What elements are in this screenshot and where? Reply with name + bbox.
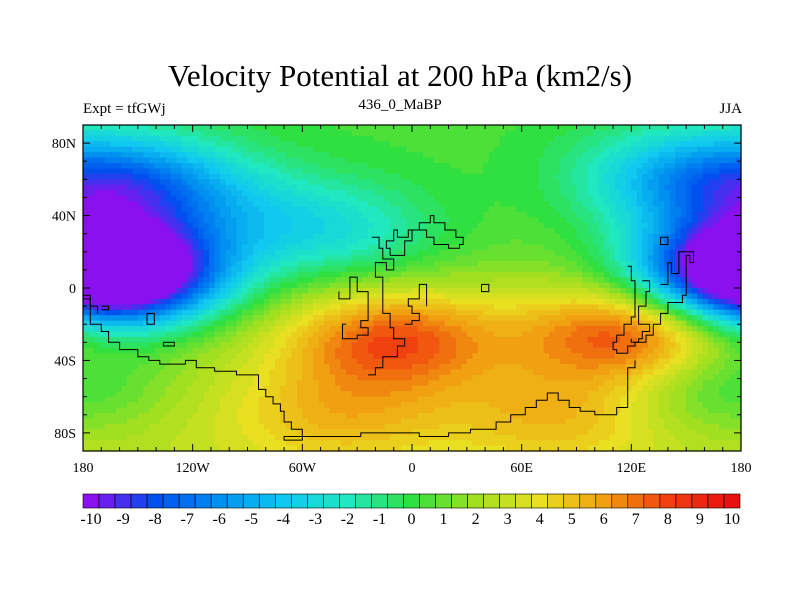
colorbar-label: 9 (696, 511, 704, 528)
colorbar-box (82, 493, 100, 509)
colorbar-label: -5 (245, 511, 258, 528)
coastlines (83, 215, 694, 441)
colorbar-box (547, 493, 565, 509)
colorbar-box (339, 493, 356, 509)
colorbar-box (98, 493, 116, 509)
colorbar-box (371, 493, 388, 509)
colorbar-label: -9 (116, 511, 129, 528)
x-tick-label: 0 (409, 461, 416, 476)
colorbar-box (291, 493, 308, 509)
colorbar-box (643, 493, 661, 509)
colorbar-label: 8 (664, 511, 672, 528)
colorbar-box (403, 493, 420, 509)
colorbar-box (162, 493, 180, 509)
colorbar-label: 7 (632, 511, 640, 528)
coastline-pacific-islands (660, 251, 687, 285)
coastline-small-islet (162, 341, 175, 347)
colorbar-label: 3 (504, 511, 512, 528)
axis-ticks (82, 124, 742, 452)
colorbar-box (467, 493, 484, 509)
colorbar-label: 5 (568, 511, 576, 528)
colorbar-box (210, 493, 228, 509)
coastline-mid-atlantic (368, 236, 406, 376)
colorbar-box (691, 493, 709, 509)
y-tick-label: 80N (52, 137, 76, 152)
x-tick-label: 180 (731, 461, 752, 476)
coastline-africa (338, 276, 369, 340)
colorbar-box (194, 493, 212, 509)
colorbar-label: -10 (80, 511, 101, 528)
experiment-label: Expt = tfGWj (83, 101, 166, 117)
x-tick-label: 180 (73, 461, 94, 476)
colorbar-box (659, 493, 677, 509)
coastline-caribbean-islet (146, 312, 155, 325)
colorbar (82, 493, 741, 509)
field-shading (83, 125, 742, 452)
colorbar-box (611, 493, 629, 509)
colorbar-box (419, 493, 436, 509)
coastline-east-asia (660, 236, 669, 245)
case-label: 436_0_MaBP (358, 97, 442, 113)
colorbar-box (675, 493, 693, 509)
colorbar-box (146, 493, 164, 509)
colorbar-box (435, 493, 452, 509)
colorbar-box (563, 493, 581, 509)
colorbar-box (531, 493, 548, 509)
colorbar-label: -7 (181, 511, 194, 528)
colorbar-box (178, 493, 196, 509)
coastline-indian-ocean-island (481, 283, 490, 293)
colorbar-label: 6 (600, 511, 608, 528)
y-tick-label: 40S (54, 354, 76, 369)
x-tick-label: 120W (176, 461, 211, 476)
coastline-west-pacific-islet (101, 305, 110, 311)
colorbar-box (595, 493, 613, 509)
colorbar-box (307, 493, 324, 509)
colorbar-label: -8 (148, 511, 161, 528)
colorbar-label: 1 (440, 511, 448, 528)
coastline-asia (612, 251, 694, 354)
coastline-americas-west (83, 298, 99, 314)
colorbar-label: 10 (724, 511, 740, 528)
x-tick-label: 120E (617, 461, 647, 476)
colorbar-label: -4 (277, 511, 290, 528)
y-tick-label: 80S (54, 427, 76, 442)
colorbar-box (242, 493, 260, 509)
colorbar-label: -2 (341, 511, 354, 528)
season-label: JJA (719, 101, 742, 117)
colorbar-box (515, 493, 532, 509)
y-tick-label: 0 (69, 282, 76, 297)
colorbar-box (274, 493, 292, 509)
colorbar-box (499, 493, 516, 509)
colorbar-box (323, 493, 340, 509)
coastline-north-africa (404, 283, 428, 325)
colorbar-label: -3 (309, 511, 322, 528)
coastline-europe (385, 215, 464, 256)
colorbar-label: 4 (536, 511, 544, 528)
colorbar-box (723, 493, 741, 509)
colorbar-label: -1 (373, 511, 386, 528)
x-tick-label: 60W (289, 461, 317, 476)
colorbar-box (114, 493, 132, 509)
colorbar-box (130, 493, 148, 509)
coastline-southeast-asia (630, 280, 651, 343)
chart-title: Velocity Potential at 200 hPa (km2/s) (167, 58, 633, 93)
colorbar-label: 2 (472, 511, 480, 528)
coastline-south-america-antarctica (83, 294, 636, 441)
colorbar-box (707, 493, 725, 509)
colorbar-label: -6 (213, 511, 226, 528)
colorbar-box (387, 493, 404, 509)
y-tick-label: 40N (52, 210, 76, 225)
colorbar-box (627, 493, 645, 509)
x-tick-label: 60E (510, 461, 533, 476)
colorbar-box (579, 493, 597, 509)
colorbar-box (451, 493, 468, 509)
colorbar-box (258, 493, 276, 509)
colorbar-box (483, 493, 500, 509)
colorbar-label: 0 (408, 511, 416, 528)
colorbar-box (355, 493, 372, 509)
colorbar-box (226, 493, 244, 509)
